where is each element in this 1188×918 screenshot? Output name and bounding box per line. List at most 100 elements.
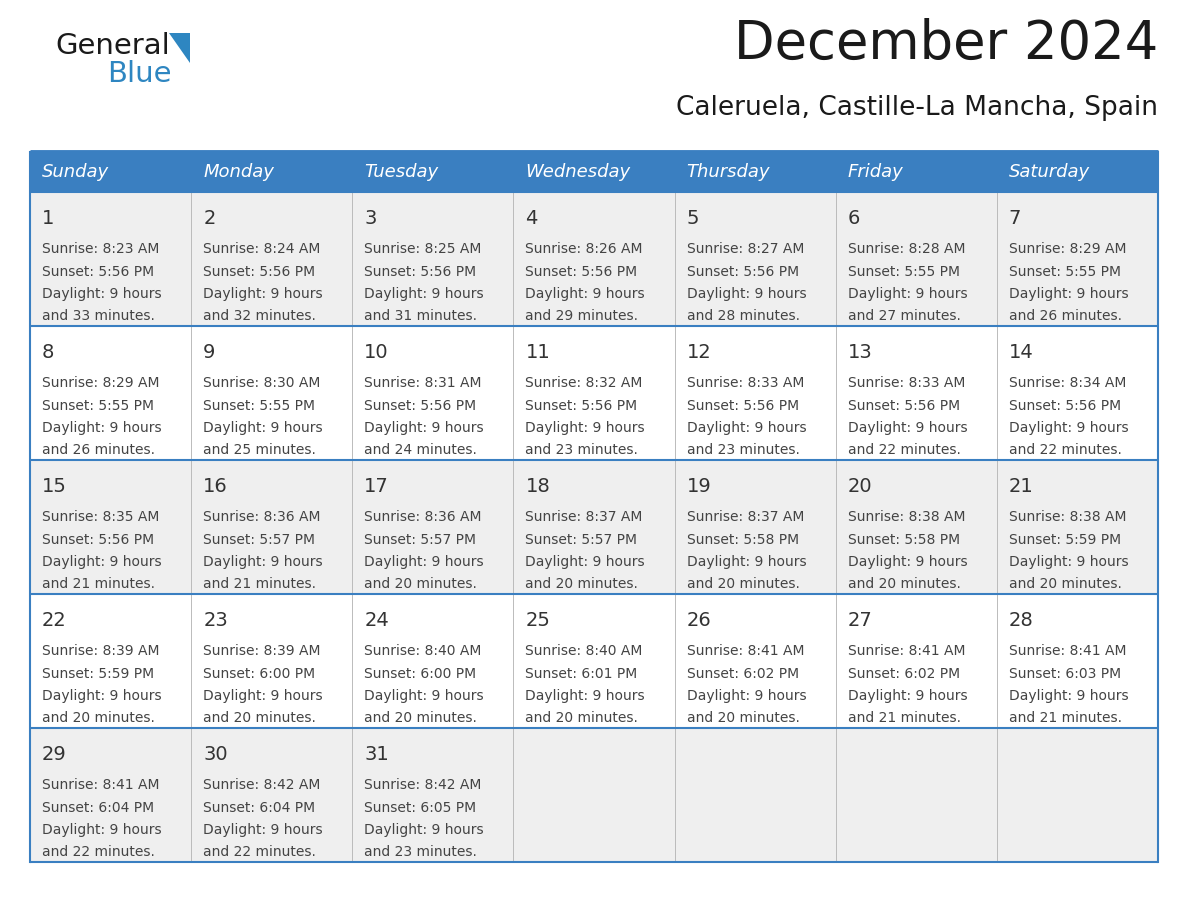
Text: Sunset: 5:59 PM: Sunset: 5:59 PM [1009,532,1121,546]
Text: Daylight: 9 hours: Daylight: 9 hours [687,421,807,435]
Text: Sunrise: 8:30 AM: Sunrise: 8:30 AM [203,376,321,390]
Text: Daylight: 9 hours: Daylight: 9 hours [525,689,645,703]
Text: Sunset: 6:03 PM: Sunset: 6:03 PM [1009,666,1121,680]
Text: 3: 3 [365,209,377,228]
Text: 15: 15 [42,477,67,496]
Text: Sunrise: 8:23 AM: Sunrise: 8:23 AM [42,242,159,256]
Text: and 28 minutes.: and 28 minutes. [687,309,800,323]
Text: Sunset: 5:56 PM: Sunset: 5:56 PM [687,264,798,278]
Text: Daylight: 9 hours: Daylight: 9 hours [203,823,323,837]
Text: Sunset: 5:55 PM: Sunset: 5:55 PM [1009,264,1120,278]
Text: Sunset: 5:55 PM: Sunset: 5:55 PM [203,398,315,412]
Text: and 27 minutes.: and 27 minutes. [848,309,961,323]
Text: Sunset: 5:55 PM: Sunset: 5:55 PM [42,398,154,412]
Text: Daylight: 9 hours: Daylight: 9 hours [365,421,484,435]
Text: Blue: Blue [107,60,171,88]
Text: Daylight: 9 hours: Daylight: 9 hours [203,555,323,569]
Text: and 33 minutes.: and 33 minutes. [42,309,154,323]
Text: Daylight: 9 hours: Daylight: 9 hours [848,287,967,301]
Text: Sunrise: 8:33 AM: Sunrise: 8:33 AM [687,376,804,390]
Text: Sunrise: 8:41 AM: Sunrise: 8:41 AM [687,644,804,658]
Bar [30,326,1158,460]
Text: 8: 8 [42,343,55,362]
Text: Daylight: 9 hours: Daylight: 9 hours [525,421,645,435]
Text: and 20 minutes.: and 20 minutes. [365,577,478,591]
Text: Sunset: 5:56 PM: Sunset: 5:56 PM [848,398,960,412]
Text: Daylight: 9 hours: Daylight: 9 hours [203,689,323,703]
Text: and 20 minutes.: and 20 minutes. [687,577,800,591]
Text: 6: 6 [848,209,860,228]
Text: and 22 minutes.: and 22 minutes. [203,845,316,859]
Text: Daylight: 9 hours: Daylight: 9 hours [203,421,323,435]
Text: Sunset: 5:56 PM: Sunset: 5:56 PM [42,532,154,546]
Text: and 20 minutes.: and 20 minutes. [42,711,154,725]
Text: Sunrise: 8:25 AM: Sunrise: 8:25 AM [365,242,481,256]
Text: Sunrise: 8:26 AM: Sunrise: 8:26 AM [525,242,643,256]
Text: Daylight: 9 hours: Daylight: 9 hours [525,555,645,569]
Text: Sunrise: 8:38 AM: Sunrise: 8:38 AM [848,510,965,524]
Text: Sunrise: 8:31 AM: Sunrise: 8:31 AM [365,376,482,390]
Text: Sunrise: 8:40 AM: Sunrise: 8:40 AM [365,644,481,658]
Text: 28: 28 [1009,611,1034,630]
Text: Sunrise: 8:27 AM: Sunrise: 8:27 AM [687,242,804,256]
Bar [30,152,1158,192]
Polygon shape [169,33,190,63]
Text: Sunset: 6:00 PM: Sunset: 6:00 PM [365,666,476,680]
Text: Sunrise: 8:40 AM: Sunrise: 8:40 AM [525,644,643,658]
Text: Sunrise: 8:29 AM: Sunrise: 8:29 AM [42,376,159,390]
Text: Daylight: 9 hours: Daylight: 9 hours [687,555,807,569]
Text: and 23 minutes.: and 23 minutes. [687,443,800,457]
Text: Daylight: 9 hours: Daylight: 9 hours [1009,421,1129,435]
Text: and 25 minutes.: and 25 minutes. [203,443,316,457]
Text: Sunset: 6:04 PM: Sunset: 6:04 PM [203,800,315,814]
Text: 11: 11 [525,343,550,362]
Text: Sunrise: 8:39 AM: Sunrise: 8:39 AM [203,644,321,658]
Text: Sunset: 6:04 PM: Sunset: 6:04 PM [42,800,154,814]
Text: Daylight: 9 hours: Daylight: 9 hours [848,421,967,435]
Text: Sunrise: 8:36 AM: Sunrise: 8:36 AM [203,510,321,524]
Text: Sunset: 6:00 PM: Sunset: 6:00 PM [203,666,315,680]
Text: 9: 9 [203,343,215,362]
Text: Sunset: 6:05 PM: Sunset: 6:05 PM [365,800,476,814]
Text: Daylight: 9 hours: Daylight: 9 hours [365,689,484,703]
Text: Sunset: 6:01 PM: Sunset: 6:01 PM [525,666,638,680]
Text: Sunrise: 8:28 AM: Sunrise: 8:28 AM [848,242,965,256]
Text: Caleruela, Castille-La Mancha, Spain: Caleruela, Castille-La Mancha, Spain [676,95,1158,121]
Text: Daylight: 9 hours: Daylight: 9 hours [687,689,807,703]
Text: Sunrise: 8:29 AM: Sunrise: 8:29 AM [1009,242,1126,256]
Text: and 23 minutes.: and 23 minutes. [365,845,478,859]
Text: 16: 16 [203,477,228,496]
Text: Sunset: 5:56 PM: Sunset: 5:56 PM [1009,398,1121,412]
Text: and 20 minutes.: and 20 minutes. [365,711,478,725]
Text: Sunset: 5:56 PM: Sunset: 5:56 PM [365,264,476,278]
Text: Sunrise: 8:24 AM: Sunrise: 8:24 AM [203,242,321,256]
Text: 26: 26 [687,611,712,630]
Text: Tuesday: Tuesday [365,163,438,181]
Text: Sunset: 5:56 PM: Sunset: 5:56 PM [687,398,798,412]
Text: Daylight: 9 hours: Daylight: 9 hours [365,555,484,569]
Text: and 22 minutes.: and 22 minutes. [42,845,154,859]
Text: and 26 minutes.: and 26 minutes. [42,443,154,457]
Text: and 31 minutes.: and 31 minutes. [365,309,478,323]
Text: 25: 25 [525,611,550,630]
Text: 30: 30 [203,745,228,764]
Text: Sunset: 5:57 PM: Sunset: 5:57 PM [525,532,638,546]
Text: 12: 12 [687,343,712,362]
Text: Sunrise: 8:32 AM: Sunrise: 8:32 AM [525,376,643,390]
Text: Sunset: 5:58 PM: Sunset: 5:58 PM [848,532,960,546]
Text: Sunset: 6:02 PM: Sunset: 6:02 PM [687,666,798,680]
Text: Sunday: Sunday [42,163,109,181]
Text: Saturday: Saturday [1009,163,1089,181]
Text: 19: 19 [687,477,712,496]
Text: and 20 minutes.: and 20 minutes. [525,711,638,725]
Bar [30,594,1158,728]
Text: Thursday: Thursday [687,163,770,181]
Text: Sunrise: 8:34 AM: Sunrise: 8:34 AM [1009,376,1126,390]
Text: Sunrise: 8:36 AM: Sunrise: 8:36 AM [365,510,482,524]
Text: and 21 minutes.: and 21 minutes. [1009,711,1121,725]
Text: General: General [55,32,170,60]
Text: and 21 minutes.: and 21 minutes. [203,577,316,591]
Text: Sunrise: 8:37 AM: Sunrise: 8:37 AM [525,510,643,524]
Text: Sunset: 5:56 PM: Sunset: 5:56 PM [203,264,315,278]
Text: Daylight: 9 hours: Daylight: 9 hours [1009,689,1129,703]
